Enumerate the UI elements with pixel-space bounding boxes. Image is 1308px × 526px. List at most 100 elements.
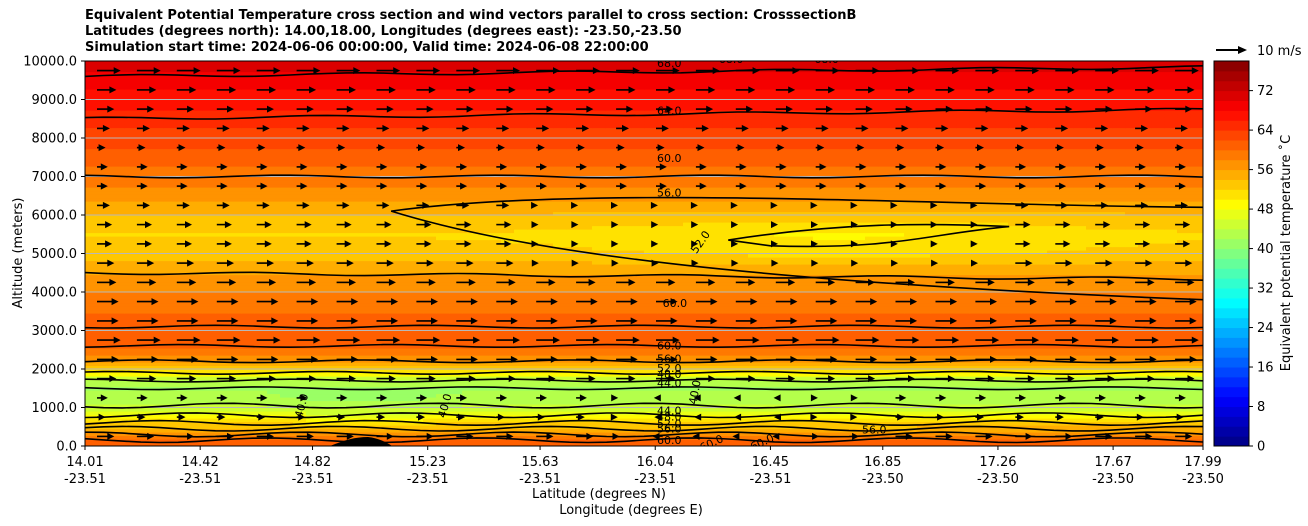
theta-e-cell (553, 351, 567, 356)
theta-e-cell (1190, 246, 1203, 251)
theta-e-cell (1073, 439, 1087, 444)
theta-e-cell (826, 348, 840, 353)
theta-e-cell (1138, 390, 1152, 395)
theta-e-cell (1021, 313, 1035, 318)
theta-e-cell (670, 386, 684, 391)
theta-e-cell (241, 337, 255, 342)
theta-e-cell (631, 313, 645, 318)
theta-e-cell (371, 348, 385, 353)
theta-e-cell (1099, 404, 1113, 409)
theta-e-cell (917, 393, 931, 398)
theta-e-cell (345, 428, 359, 433)
theta-e-cell (917, 372, 931, 377)
theta-e-cell (514, 442, 528, 446)
theta-e-cell (163, 320, 177, 325)
theta-e-cell (124, 302, 138, 307)
theta-e-cell (917, 288, 931, 293)
theta-e-cell (358, 330, 372, 335)
theta-e-cell (384, 246, 398, 251)
theta-e-cell (709, 334, 723, 339)
theta-e-cell (254, 400, 268, 405)
theta-e-cell (1125, 362, 1139, 367)
theta-e-cell (800, 365, 814, 370)
theta-e-cell (540, 309, 554, 314)
theta-e-cell (215, 274, 229, 279)
theta-e-cell (514, 334, 528, 339)
theta-e-cell (436, 341, 450, 346)
theta-e-cell (475, 418, 489, 423)
theta-e-cell (228, 327, 242, 332)
theta-e-cell (124, 414, 138, 419)
theta-e-cell (345, 250, 359, 255)
theta-e-cell (1125, 355, 1139, 360)
theta-e-cell (839, 302, 853, 307)
theta-e-cell (1073, 397, 1087, 402)
theta-e-cell (202, 281, 216, 286)
theta-e-cell (449, 439, 463, 444)
theta-e-cell (696, 278, 710, 283)
theta-e-cell (735, 295, 749, 300)
theta-e-cell (579, 428, 593, 433)
theta-e-cell (488, 330, 502, 335)
theta-e-cell (85, 397, 99, 402)
theta-e-cell (943, 390, 957, 395)
theta-e-cell (1021, 302, 1035, 307)
theta-e-cell (1086, 442, 1100, 446)
theta-e-cell (332, 362, 346, 367)
theta-e-cell (670, 250, 684, 255)
theta-e-cell (332, 327, 346, 332)
theta-e-cell (813, 432, 827, 437)
theta-e-cell (1008, 400, 1022, 405)
theta-e-cell (579, 264, 593, 269)
theta-e-cell (683, 376, 697, 381)
theta-e-cell (488, 386, 502, 391)
theta-e-cell (241, 278, 255, 283)
theta-e-cell (1125, 309, 1139, 314)
theta-e-cell (930, 386, 944, 391)
theta-e-cell (1138, 257, 1152, 262)
theta-e-cell (98, 250, 112, 255)
theta-e-cell (852, 418, 866, 423)
theta-e-cell (150, 351, 164, 356)
theta-e-cell (592, 428, 606, 433)
theta-e-cell (163, 250, 177, 255)
theta-e-cell (930, 341, 944, 346)
theta-e-cell (150, 271, 164, 276)
theta-e-cell (345, 407, 359, 412)
theta-e-cell (1008, 365, 1022, 370)
theta-e-cell (579, 267, 593, 272)
theta-e-cell (566, 400, 580, 405)
theta-e-cell (1125, 274, 1139, 279)
theta-e-cell (488, 288, 502, 293)
theta-e-cell (943, 250, 957, 255)
theta-e-cell (1125, 411, 1139, 416)
theta-e-cell (852, 257, 866, 262)
theta-e-cell (332, 383, 346, 388)
theta-e-cell (293, 281, 307, 286)
theta-e-cell (1034, 435, 1048, 440)
theta-e-cell (1125, 334, 1139, 339)
theta-e-cell (241, 288, 255, 293)
theta-e-cell (1060, 390, 1074, 395)
theta-e-cell (1138, 411, 1152, 416)
theta-e-cell (345, 393, 359, 398)
theta-e-cell (878, 257, 892, 262)
theta-e-cell (813, 267, 827, 272)
theta-e-cell (371, 264, 385, 269)
theta-e-cell (137, 411, 151, 416)
theta-e-cell (878, 246, 892, 251)
theta-e-cell (800, 243, 814, 248)
theta-e-cell (839, 414, 853, 419)
theta-e-cell (1112, 295, 1126, 300)
theta-e-cell (215, 362, 229, 367)
theta-e-cell (1047, 295, 1061, 300)
theta-e-cell (462, 320, 476, 325)
theta-e-cell (553, 372, 567, 377)
theta-e-cell (1164, 243, 1178, 248)
theta-e-cell (904, 348, 918, 353)
theta-e-cell (527, 390, 541, 395)
theta-e-cell (774, 348, 788, 353)
theta-e-cell (1190, 264, 1203, 269)
theta-e-cell (878, 386, 892, 391)
theta-e-cell (358, 355, 372, 360)
